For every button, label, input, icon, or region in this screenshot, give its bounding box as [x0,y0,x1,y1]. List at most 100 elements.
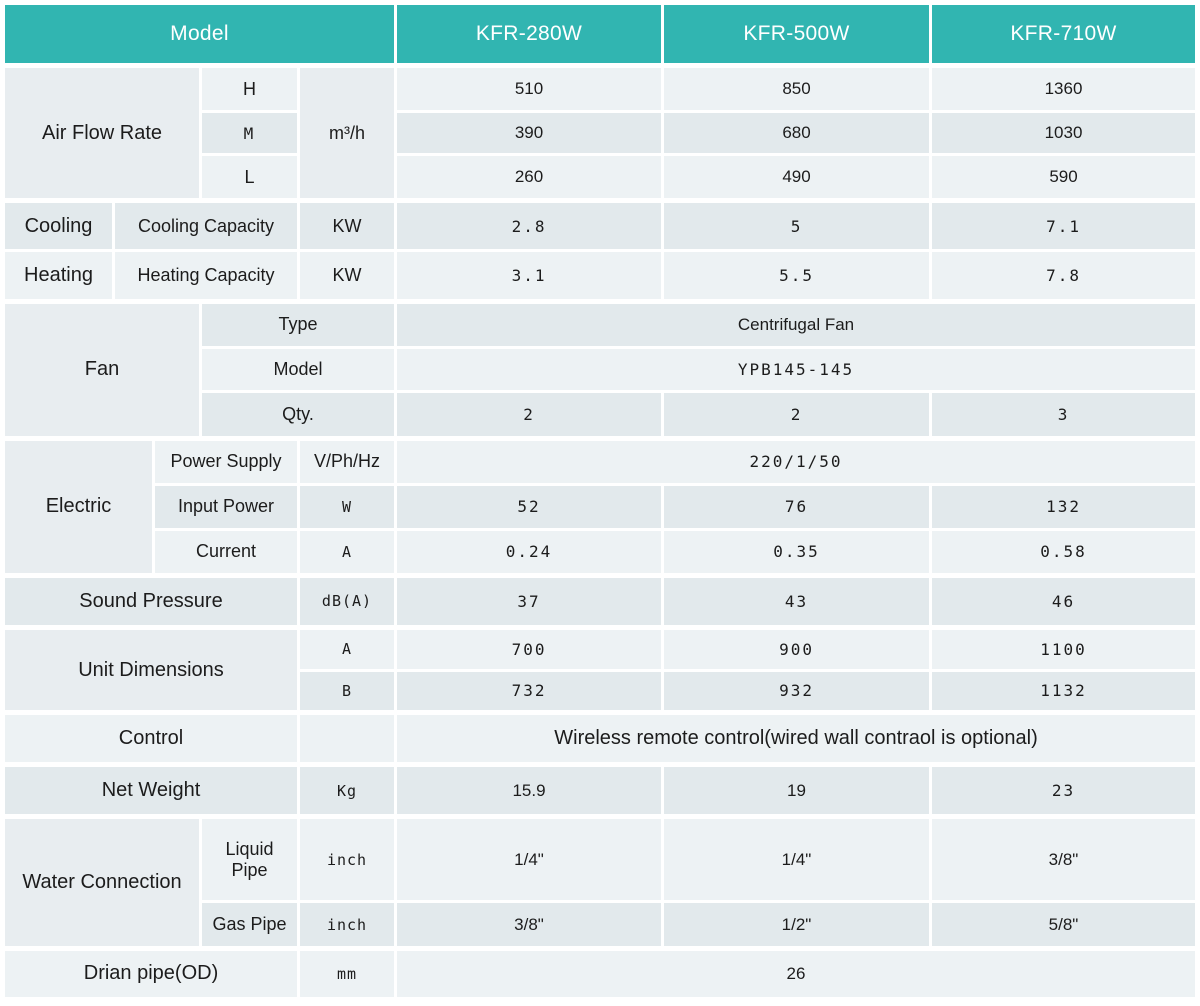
label-drain-pipe: Drian pipe(OD) [2,945,300,1001]
header-col-kfr-500w: KFR-500W [661,2,933,67]
label-electric: Electric [2,435,155,578]
row-fan-model: Model YPB145-145 [4,345,1199,394]
label-gas-pipe: Gas Pipe [199,900,300,950]
cell-airflow-h-710w: 1360 [929,62,1199,114]
cell-dim-a-500w: 900 [661,624,933,672]
cell-airflow-m-280w: 390 [394,110,665,157]
cell-liquid-500w: 1/4" [661,814,933,904]
cell-airflow-l-500w: 490 [661,153,933,203]
unit-gas-inch: inch [296,900,398,950]
cell-gas-280w: 3/8" [394,900,665,950]
row-net-weight: Net Weight Kg 15.9 19 23 [2,762,1199,819]
label-speed-m: M [199,110,300,157]
header-col-kfr-710w: KFR-710W [929,2,1199,67]
row-cooling: Cooling Cooling Capacity KW 2.8 5 7.1 [2,198,1199,253]
cell-drain-value: 26 [394,945,1199,1001]
cell-input-power-500w: 76 [661,483,933,531]
cell-airflow-l-710w: 590 [929,153,1199,203]
row-airflow-h: Air Flow Rate H m³/h 510 850 1360 [2,62,1199,203]
cell-heating-280w: 3.1 [394,249,665,303]
unit-ampere: A [296,527,398,578]
label-water-connection: Water Connection [2,814,202,950]
cell-cooling-280w: 2.8 [394,198,665,253]
cell-input-power-710w: 132 [929,483,1199,531]
cell-current-710w: 0.58 [929,527,1199,578]
cell-power-supply-value: 220/1/50 [394,435,1199,487]
cell-sound-710w: 46 [929,573,1199,629]
row-dimension-b: B 732 932 1132 [4,668,1199,715]
label-liquid-pipe: Liquid Pipe [199,814,300,904]
unit-m3h: m³/h [296,62,398,203]
cell-dim-b-710w: 1132 [929,668,1199,715]
label-unit-dimensions: Unit Dimensions [2,624,300,715]
cell-current-500w: 0.35 [661,527,933,578]
table-header-row: Model KFR-280W KFR-500W KFR-710W [1,2,1199,67]
cell-control-value: Wireless remote control(wired wall contr… [394,710,1199,767]
label-cooling-capacity: Cooling Capacity [112,198,300,253]
cell-current-280w: 0.24 [394,527,665,578]
header-col-kfr-280w: KFR-280W [394,2,665,67]
label-sound-pressure: Sound Pressure [2,573,300,629]
label-heating: Heating [2,249,115,303]
unit-watt: W [296,483,398,531]
cell-fan-qty-710w: 3 [929,390,1199,440]
row-drain-pipe: Drian pipe(OD) mm 26 [2,945,1199,1001]
unit-cooling-kw: KW [296,198,398,253]
row-fan-qty: Qty. 2 2 3 [4,390,1199,440]
cell-dim-b-500w: 932 [661,668,933,715]
row-airflow-m: M 390 680 1030 [4,110,1199,157]
row-liquid-pipe: Water Connection Liquid Pipe inch 1/4" 1… [2,814,1199,950]
cell-fan-qty-280w: 2 [394,390,665,440]
label-cooling: Cooling [2,198,115,253]
label-heating-capacity: Heating Capacity [112,249,300,303]
row-heating: Heating Heating Capacity KW 3.1 5.5 7.8 [2,249,1199,303]
cell-airflow-h-280w: 510 [394,62,665,114]
label-fan: Fan [2,298,202,440]
row-current: Current A 0.24 0.35 0.58 [4,527,1199,578]
cell-heating-500w: 5.5 [661,249,933,303]
label-fan-type: Type [198,298,398,349]
cell-airflow-m-500w: 680 [661,110,933,157]
label-speed-l: L [199,153,300,203]
row-airflow-l: L 260 490 590 [4,153,1199,203]
cell-airflow-h-500w: 850 [661,62,933,114]
cell-airflow-l-280w: 260 [394,153,665,203]
label-control: Control [2,710,300,767]
unit-liquid-inch: inch [296,814,398,904]
row-input-power: Input Power W 52 76 132 [4,483,1199,531]
label-input-power: Input Power [152,483,300,531]
label-speed-h: H [199,62,300,114]
cell-fan-model-value: YPB145-145 [394,345,1199,394]
unit-dba: dB(A) [296,573,398,629]
row-control: Control Wireless remote control(wired wa… [2,710,1199,767]
row-sound-pressure: Sound Pressure dB(A) 37 43 46 [2,573,1199,629]
cell-cooling-500w: 5 [661,198,933,253]
cell-control-unit-empty [296,710,398,767]
cell-weight-280w: 15.9 [394,762,665,819]
cell-dim-a-280w: 700 [394,624,665,672]
label-air-flow-rate: Air Flow Rate [2,62,202,203]
unit-dim-a: A [296,624,398,672]
unit-v-ph-hz: V/Ph/Hz [296,435,398,487]
unit-mm: mm [296,945,398,1001]
cell-fan-type-value: Centrifugal Fan [394,298,1199,349]
row-fan-type: Fan Type Centrifugal Fan [2,298,1199,440]
label-fan-qty: Qty. [198,390,398,440]
row-gas-pipe: Gas Pipe inch 3/8" 1/2" 5/8" [4,900,1199,950]
cell-gas-500w: 1/2" [661,900,933,950]
cell-heating-710w: 7.8 [929,249,1199,303]
label-net-weight: Net Weight [2,762,300,819]
row-power-supply: Electric Power Supply V/Ph/Hz 220/1/50 [2,435,1199,578]
cell-dim-a-710w: 1100 [929,624,1199,672]
label-current: Current [152,527,300,578]
cell-gas-710w: 5/8" [929,900,1199,950]
label-fan-model: Model [198,345,398,394]
cell-airflow-m-710w: 1030 [929,110,1199,157]
cell-liquid-280w: 1/4" [394,814,665,904]
unit-kg: Kg [296,762,398,819]
cell-sound-280w: 37 [394,573,665,629]
cell-cooling-710w: 7.1 [929,198,1199,253]
cell-weight-500w: 19 [661,762,933,819]
cell-input-power-280w: 52 [394,483,665,531]
